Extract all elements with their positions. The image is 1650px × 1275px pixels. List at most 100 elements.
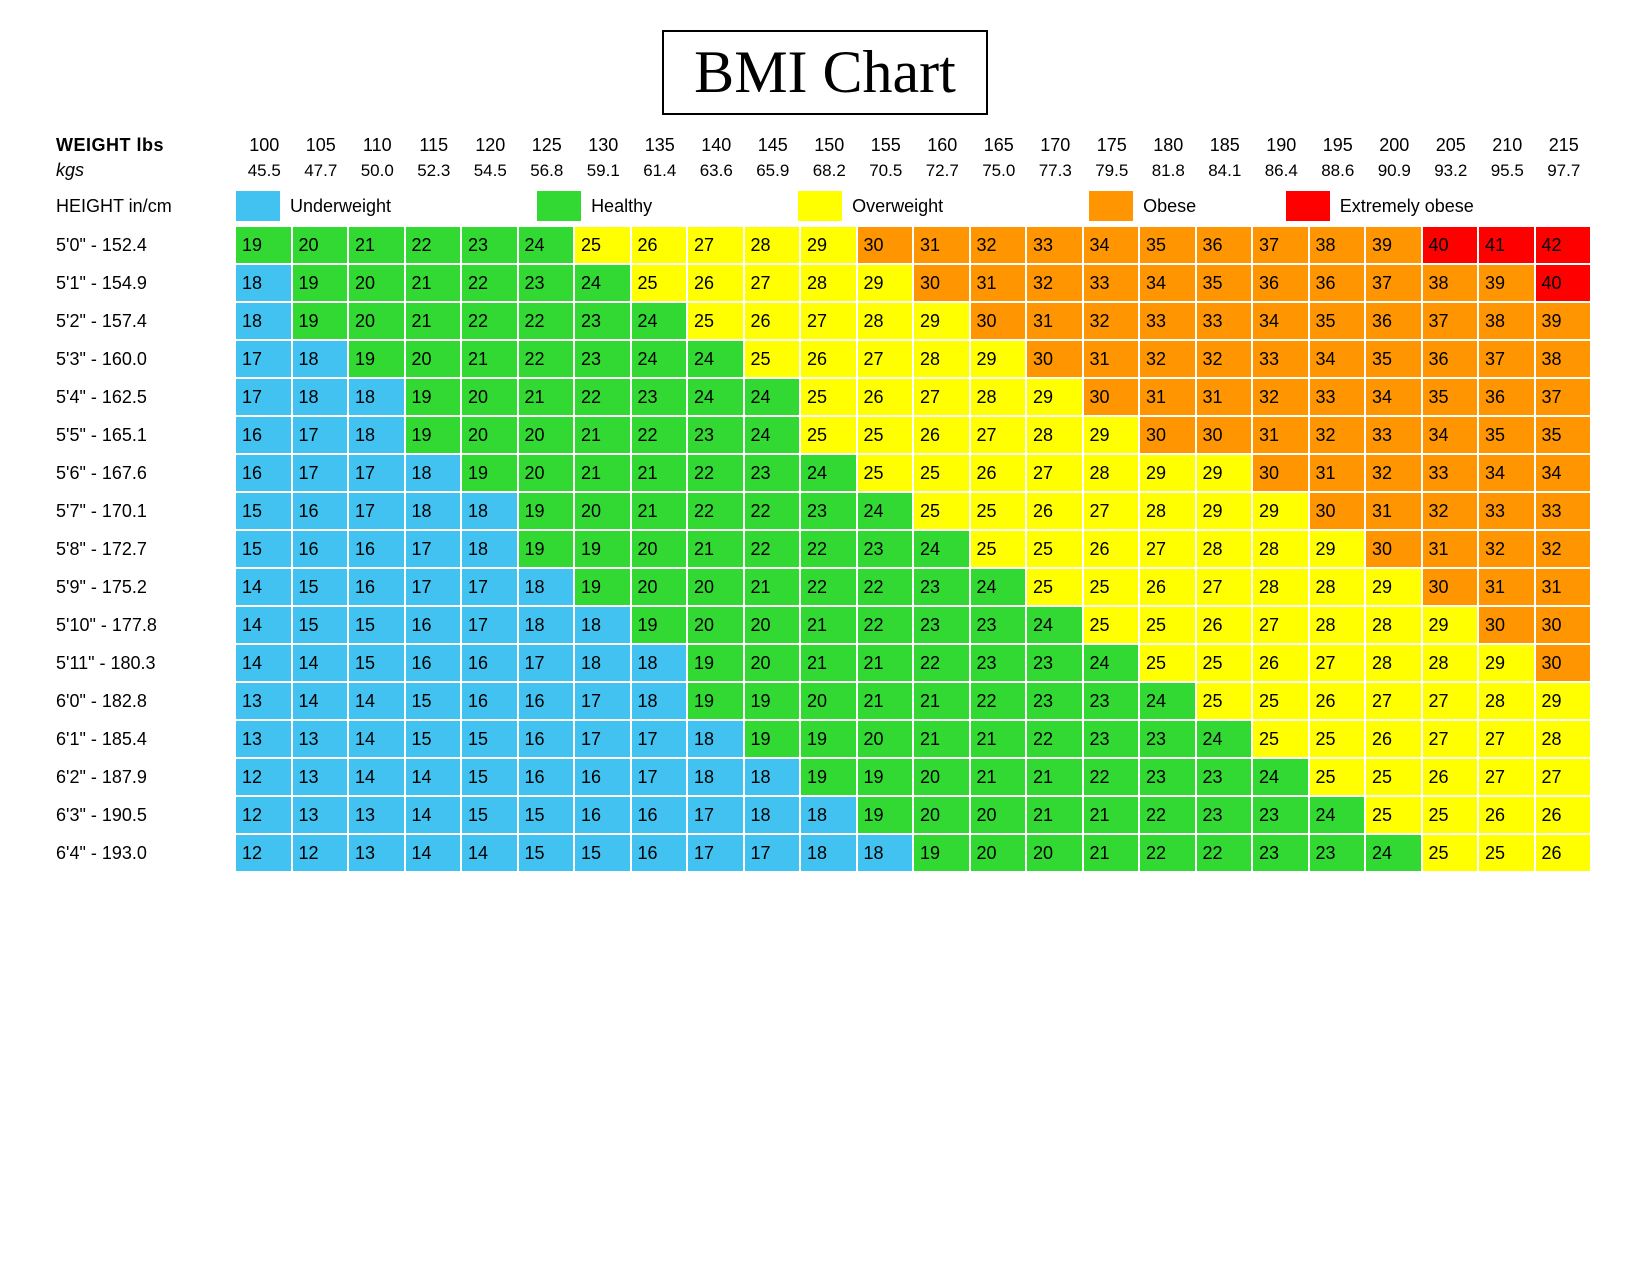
- bmi-cell: 18: [575, 645, 630, 681]
- bmi-cell: 26: [1084, 531, 1139, 567]
- bmi-cell: 29: [1253, 493, 1308, 529]
- bmi-cell: 30: [858, 227, 913, 263]
- bmi-cell: 26: [971, 455, 1026, 491]
- bmi-cell: 32: [1253, 379, 1308, 415]
- bmi-cell: 24: [1084, 645, 1139, 681]
- bmi-cell: 24: [632, 341, 687, 377]
- bmi-cell: 22: [745, 531, 800, 567]
- legend-label-underweight: Underweight: [290, 196, 391, 217]
- bmi-cell: 27: [1197, 569, 1252, 605]
- bmi-cell: 25: [914, 493, 969, 529]
- bmi-cell: 15: [462, 721, 517, 757]
- bmi-cell: 20: [745, 645, 800, 681]
- bmi-cell: 27: [971, 417, 1026, 453]
- bmi-cell: 37: [1366, 265, 1421, 301]
- bmi-cell: 19: [406, 379, 461, 415]
- weight-lbs-cell: 105: [293, 135, 350, 156]
- bmi-cell: 33: [1140, 303, 1195, 339]
- weight-lbs-cell: 200: [1366, 135, 1423, 156]
- bmi-cell: 19: [914, 835, 969, 871]
- bmi-cell: 28: [1310, 569, 1365, 605]
- bmi-cell: 28: [971, 379, 1026, 415]
- legend-label-extreme: Extremely obese: [1340, 196, 1474, 217]
- bmi-cell: 28: [1366, 607, 1421, 643]
- bmi-cell: 14: [462, 835, 517, 871]
- bmi-cell: 18: [519, 607, 574, 643]
- weight-lbs-cell: 160: [914, 135, 971, 156]
- bmi-cell: 35: [1310, 303, 1365, 339]
- legend-swatch-obese: [1089, 191, 1133, 221]
- bmi-cell: 23: [914, 569, 969, 605]
- bmi-cell: 24: [1197, 721, 1252, 757]
- bmi-cell: 21: [406, 303, 461, 339]
- weight-lbs-cell: 190: [1253, 135, 1310, 156]
- bmi-cell: 20: [745, 607, 800, 643]
- bmi-cell: 19: [519, 493, 574, 529]
- height-row-label: 6'1" - 185.4: [50, 721, 236, 757]
- bmi-cell: 31: [1310, 455, 1365, 491]
- bmi-cell: 18: [745, 759, 800, 795]
- bmi-cell: 17: [632, 759, 687, 795]
- bmi-cell: 28: [1310, 607, 1365, 643]
- legend-label-obese: Obese: [1143, 196, 1196, 217]
- bmi-cell: 26: [632, 227, 687, 263]
- bmi-cell: 25: [1423, 797, 1478, 833]
- bmi-cell: 19: [293, 265, 348, 301]
- bmi-cell: 17: [632, 721, 687, 757]
- bmi-cell: 29: [858, 265, 913, 301]
- bmi-cell: 25: [1253, 721, 1308, 757]
- height-row-label: 5'8" - 172.7: [50, 531, 236, 567]
- weight-lbs-cell: 170: [1027, 135, 1084, 156]
- bmi-cell: 21: [632, 455, 687, 491]
- bmi-cell: 21: [575, 455, 630, 491]
- bmi-cell: 23: [858, 531, 913, 567]
- bmi-cell: 26: [745, 303, 800, 339]
- bmi-cell: 17: [236, 341, 291, 377]
- bmi-cell: 18: [236, 265, 291, 301]
- bmi-cell: 14: [349, 759, 404, 795]
- bmi-cell: 23: [688, 417, 743, 453]
- bmi-cell: 27: [1310, 645, 1365, 681]
- bmi-cell: 37: [1536, 379, 1591, 415]
- bmi-cell: 22: [1027, 721, 1082, 757]
- weight-kgs-cell: 88.6: [1310, 161, 1367, 181]
- weight-kgs-cell: 75.0: [971, 161, 1028, 181]
- bmi-cell: 15: [349, 607, 404, 643]
- bmi-cell: 22: [519, 303, 574, 339]
- bmi-cell: 16: [293, 493, 348, 529]
- bmi-cell: 25: [858, 455, 913, 491]
- bmi-cell: 17: [236, 379, 291, 415]
- bmi-cell: 33: [1084, 265, 1139, 301]
- bmi-cell: 38: [1423, 265, 1478, 301]
- weight-kgs-cell: 63.6: [688, 161, 745, 181]
- bmi-cell: 14: [236, 607, 291, 643]
- bmi-cell: 29: [1423, 607, 1478, 643]
- bmi-cell: 27: [914, 379, 969, 415]
- bmi-cell: 21: [745, 569, 800, 605]
- bmi-cell: 27: [1536, 759, 1591, 795]
- bmi-cell: 22: [858, 569, 913, 605]
- weight-kgs-cell: 65.9: [745, 161, 802, 181]
- weight-lbs-cell: 165: [971, 135, 1028, 156]
- bmi-cell: 22: [406, 227, 461, 263]
- bmi-cell: 28: [1253, 531, 1308, 567]
- bmi-cell: 19: [632, 607, 687, 643]
- bmi-cell: 19: [688, 683, 743, 719]
- height-row-label: 6'3" - 190.5: [50, 797, 236, 833]
- bmi-cell: 30: [1027, 341, 1082, 377]
- weight-kgs-cell: 70.5: [858, 161, 915, 181]
- bmi-cell: 22: [575, 379, 630, 415]
- bmi-cell: 13: [349, 835, 404, 871]
- bmi-cell: 35: [1140, 227, 1195, 263]
- bmi-cell: 25: [858, 417, 913, 453]
- bmi-cell: 22: [632, 417, 687, 453]
- bmi-cell: 20: [632, 569, 687, 605]
- bmi-cell: 22: [688, 493, 743, 529]
- bmi-cell: 21: [1084, 835, 1139, 871]
- bmi-cell: 23: [1140, 721, 1195, 757]
- bmi-cell: 30: [1536, 645, 1591, 681]
- bmi-cell: 24: [1140, 683, 1195, 719]
- bmi-cell: 16: [236, 417, 291, 453]
- bmi-cell: 18: [858, 835, 913, 871]
- bmi-cell: 27: [1366, 683, 1421, 719]
